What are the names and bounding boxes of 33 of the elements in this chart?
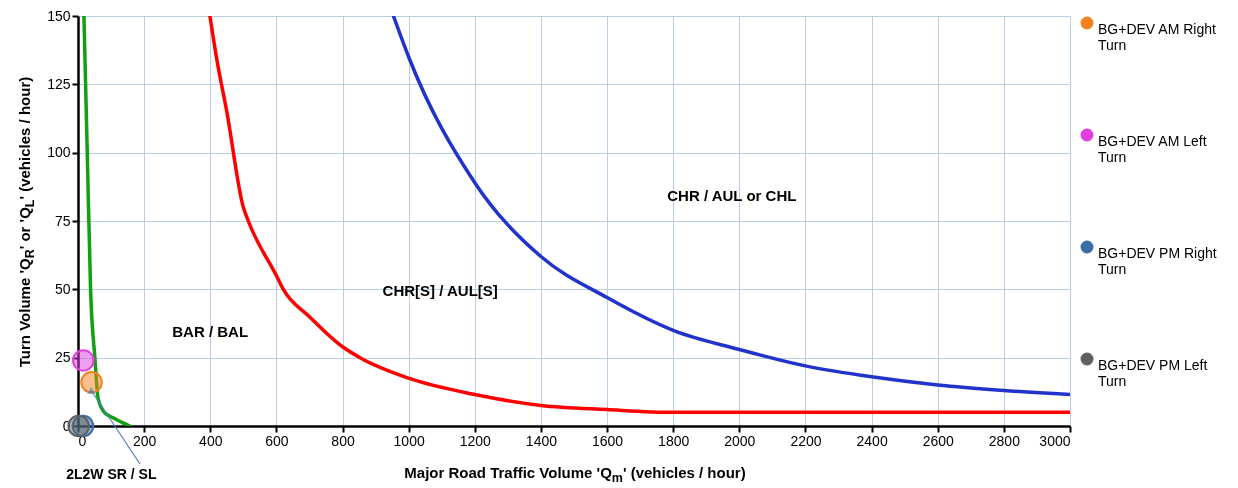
y-tick-label: 100	[47, 144, 71, 161]
x-tick-label: 1800	[658, 432, 690, 449]
x-axis-title: Major Road Traffic Volume 'Q$_{m}$' (vehicles / hour)	[404, 464, 746, 485]
y-tick-label: 75	[54, 212, 71, 229]
x-tick-label: 2200	[790, 432, 822, 449]
x-tick-label: 800	[331, 432, 355, 449]
legend-label: BG+DEV PM Right Turn	[1098, 245, 1217, 277]
x-tick-label: 1200	[459, 432, 492, 449]
legend-label: BG+DEV PM Left Turn	[1098, 357, 1208, 389]
point	[72, 349, 95, 372]
annotation: CHR / AUL or CHL	[667, 187, 797, 205]
x-tick-label: 3000	[1039, 432, 1071, 449]
y-tick-label: 50	[54, 280, 71, 297]
x-tick-label: 1600	[591, 432, 624, 449]
annotation: CHR[S] / AUL[S]	[382, 281, 498, 299]
x-tick-label: 2000	[724, 432, 756, 449]
y-tick-label: 125	[47, 75, 71, 92]
line-series	[208, 16, 1070, 415]
legend-label: BG+DEV AM Right Turn	[1098, 21, 1216, 53]
x-tick-label: 400	[199, 432, 223, 449]
annotation: BAR / BAL	[172, 322, 249, 340]
x-tick-label: 600	[265, 432, 289, 449]
x-tick-label: 2800	[988, 432, 1021, 449]
x-tick-label: 1000	[393, 432, 425, 449]
y-tick-label: 150	[47, 7, 71, 24]
point	[80, 371, 103, 394]
x-tick-label: 1400	[525, 432, 558, 449]
legend-label: BG+DEV AM Left Turn	[1098, 133, 1207, 165]
x-tick-label: 2400	[856, 432, 888, 449]
x-tick-label: 200	[132, 432, 157, 449]
x-tick-label: 2600	[922, 432, 955, 449]
annotation: 2L2W SR / SL	[66, 466, 157, 482]
y-tick-label: 25	[54, 349, 71, 366]
